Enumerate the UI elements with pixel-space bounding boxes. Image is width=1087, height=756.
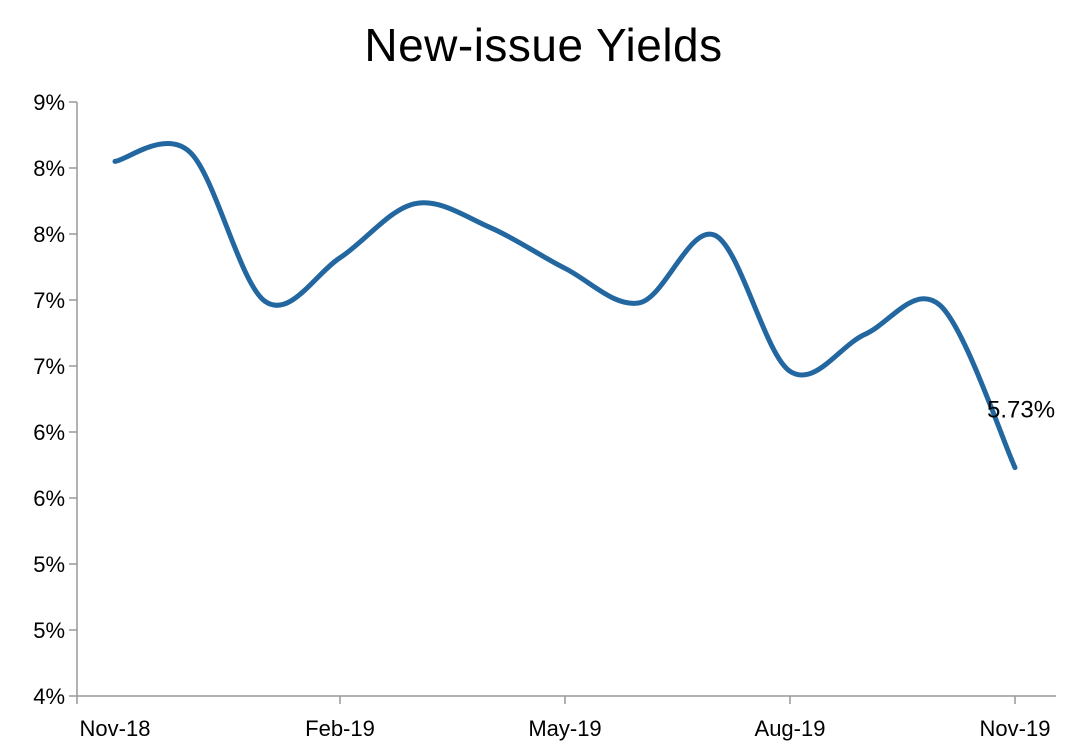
x-tick-label: Aug-19 xyxy=(755,716,826,741)
data-label: 5.73% xyxy=(987,397,1055,424)
labels-layer: 5.73% xyxy=(987,397,1055,424)
y-tick-label: 8% xyxy=(33,156,65,181)
x-tick-label: Nov-18 xyxy=(80,716,151,741)
y-tick-label: 4% xyxy=(33,684,65,709)
axes: 4% 5% 5% 6% 6% 7% 7% 8% 8% 9% Nov-18 Feb-19 May-19 Au… xyxy=(33,90,1056,741)
series-line xyxy=(112,141,1018,471)
series-layer xyxy=(112,141,1018,471)
x-tick-label: Nov-19 xyxy=(980,716,1051,741)
y-tick-label: 5% xyxy=(33,618,65,643)
y-tick-label: 7% xyxy=(33,354,65,379)
x-tick-label: May-19 xyxy=(528,716,601,741)
y-tick-label: 6% xyxy=(33,420,65,445)
y-tick-label: 7% xyxy=(33,288,65,313)
y-tick-label: 9% xyxy=(33,90,65,115)
x-tick-label: Feb-19 xyxy=(305,716,375,741)
y-tick-label: 5% xyxy=(33,552,65,577)
chart-title: New-issue Yields xyxy=(364,19,723,71)
y-tick-label: 8% xyxy=(33,222,65,247)
y-tick-label: 6% xyxy=(33,486,65,511)
